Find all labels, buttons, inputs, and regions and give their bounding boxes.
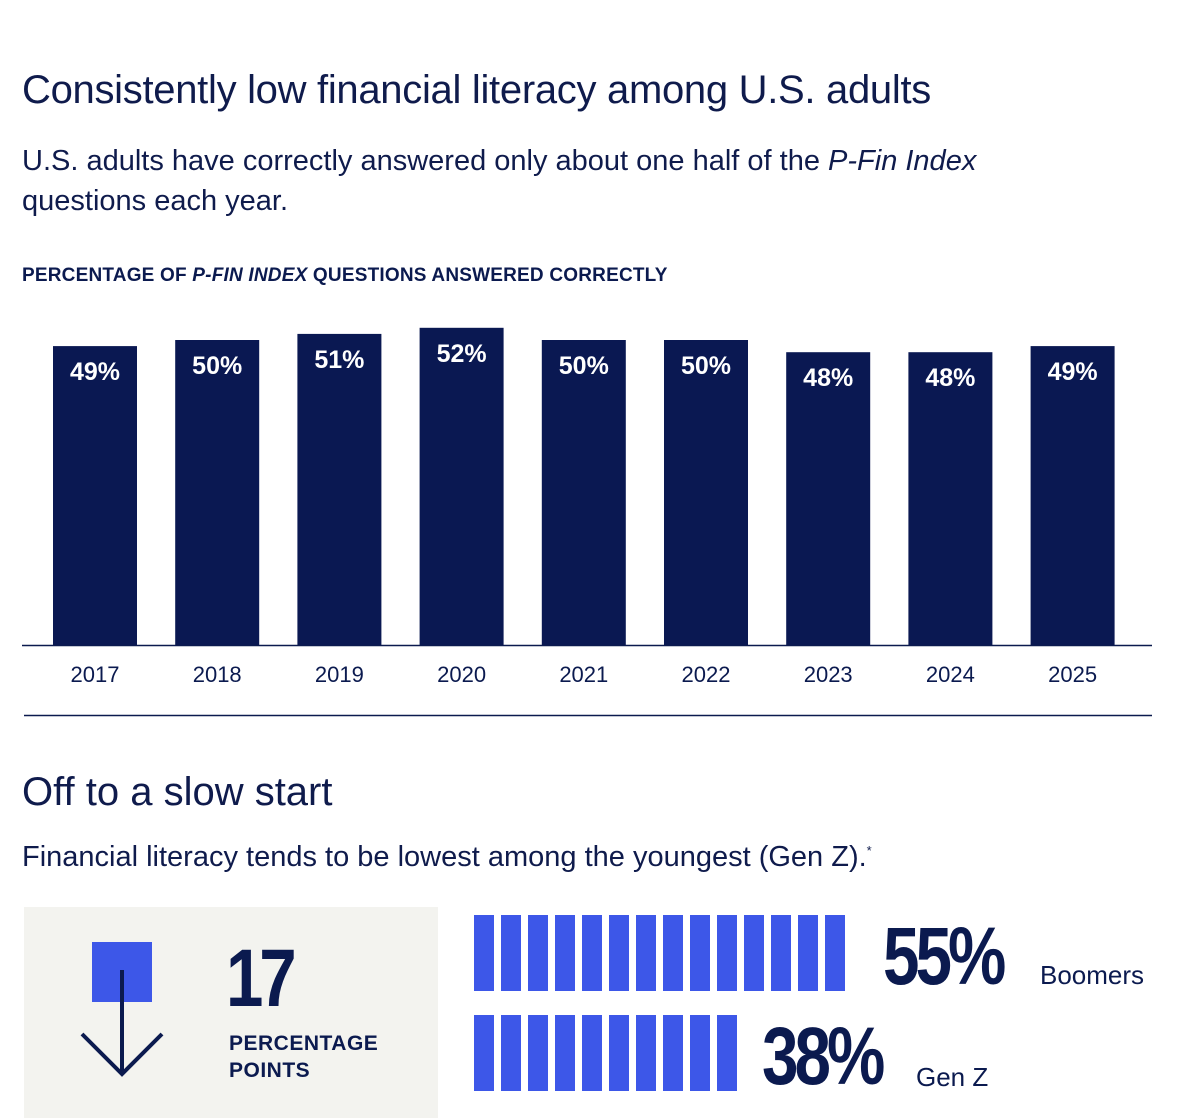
bar-segment: [555, 915, 575, 991]
bar-segment: [609, 915, 629, 991]
genz-segment-bar: [474, 1015, 737, 1091]
bar-2017: [53, 346, 137, 645]
subtitle-part-b: questions each year.: [22, 185, 289, 217]
footnote-mark: *: [866, 843, 872, 858]
stat-label: PERCENTAGE POINTS: [229, 1030, 429, 1084]
bar-value-label: 49%: [70, 358, 120, 386]
boomers-label: Boomers: [1040, 960, 1145, 990]
bar-segment: [555, 1015, 575, 1091]
bar-value-label: 50%: [192, 352, 242, 380]
down-arrow-icon: [80, 942, 164, 1077]
chart-label-part-a: PERCENTAGE OF: [22, 265, 193, 286]
bar-segment: [528, 915, 548, 991]
x-tick-label: 2018: [193, 662, 242, 687]
x-tick-label: 2020: [437, 662, 486, 687]
bar-segment: [636, 915, 656, 991]
bar-segment: [663, 1015, 683, 1091]
bar-segment: [609, 1015, 629, 1091]
bar-2019: [297, 333, 382, 645]
stat-number: 17: [226, 933, 297, 1024]
bar-segment: [582, 1015, 602, 1091]
bar-segment: [474, 915, 494, 991]
bar-segment: [825, 915, 845, 991]
bar-2025: [1030, 346, 1115, 645]
bar-segment: [798, 915, 818, 991]
subtitle-part-a: U.S. adults have correctly answered only…: [22, 145, 829, 177]
bar-2024: [908, 352, 993, 645]
bar-segment: [717, 915, 737, 991]
bar-segment: [528, 1015, 548, 1091]
bar-2018: [175, 340, 260, 645]
section-title-2: Off to a slow start: [22, 770, 333, 814]
chart-label-italic: P-FIN INDEX: [192, 265, 308, 286]
bar-2021: [541, 340, 626, 645]
bar-value-label: 49%: [1048, 358, 1098, 386]
bar-segment: [690, 915, 710, 991]
x-tick-label: 2025: [1048, 662, 1097, 687]
bar-segment: [474, 1015, 494, 1091]
x-tick-label: 2021: [559, 662, 608, 687]
bar-value-label: 50%: [559, 352, 609, 380]
bar-segment: [582, 915, 602, 991]
bar-segment: [744, 915, 764, 991]
bar-segment: [717, 1015, 737, 1091]
x-tick-label: 2023: [804, 662, 853, 687]
section-subtitle: U.S. adults have correctly answered only…: [22, 141, 1032, 221]
bar-segment: [663, 915, 683, 991]
x-tick-label: 2017: [71, 662, 120, 687]
bar-value-label: 52%: [437, 340, 487, 368]
stat-label-line2: POINTS: [229, 1059, 311, 1082]
section-subtitle-2: Financial literacy tends to be lowest am…: [22, 841, 872, 874]
x-tick-label: 2022: [682, 662, 731, 687]
x-tick-label: 2019: [315, 662, 364, 687]
section-title: Consistently low financial literacy amon…: [22, 68, 931, 112]
bar-segment: [690, 1015, 710, 1091]
bar-value-label: 51%: [314, 346, 364, 374]
bar-chart: 49% 2017 50% 2018 51% 2019 52% 2020 50% 2021 50% 20…: [22, 327, 1152, 717]
bar-segment: [636, 1015, 656, 1091]
genz-percent: 38%: [762, 1011, 885, 1102]
x-tick-label: 2024: [926, 662, 975, 687]
bar-2020: [419, 327, 504, 645]
bar-segment: [771, 915, 791, 991]
bar-segment: [501, 1015, 521, 1091]
chart-label: PERCENTAGE OF P-FIN INDEX QUESTIONS ANSW…: [22, 265, 668, 287]
subtitle-italic: P-Fin Index: [828, 145, 977, 177]
bar-value-label: 48%: [925, 364, 975, 392]
bar-value-label: 48%: [803, 364, 853, 392]
bar-segment: [501, 915, 521, 991]
bar-2023: [786, 352, 871, 645]
bar-value-label: 50%: [681, 352, 731, 380]
chart-label-part-b: QUESTIONS ANSWERED CORRECTLY: [307, 265, 668, 286]
bar-2022: [664, 340, 748, 645]
boomers-percent: 55%: [883, 911, 1006, 1002]
stat-label-line1: PERCENTAGE: [229, 1032, 379, 1055]
genz-label: Gen Z: [916, 1062, 989, 1092]
boomers-segment-bar: [474, 915, 845, 991]
subtitle-2-text: Financial literacy tends to be lowest am…: [22, 841, 867, 873]
